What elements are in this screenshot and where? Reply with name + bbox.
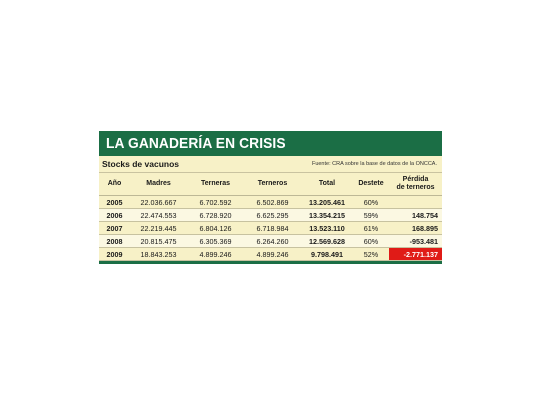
source-note: Fuente: CRA sobre la base de datos de la… — [311, 161, 437, 167]
cell-destete: 52% — [353, 247, 389, 261]
cell-madres: 18.843.253 — [130, 247, 187, 261]
cell-terneros: 6.718.984 — [244, 221, 301, 235]
cell-year: 2009 — [99, 247, 130, 261]
table-row: 2005 22.036.667 6.702.592 6.502.869 13.2… — [99, 195, 442, 209]
cell-terneros: 4.899.246 — [244, 247, 301, 261]
cell-terneras: 6.804.126 — [187, 221, 244, 235]
cell-total: 13.205.461 — [301, 195, 353, 209]
cell-perdida — [389, 195, 442, 209]
cell-madres: 22.036.667 — [130, 195, 187, 209]
cell-total: 13.354.215 — [301, 208, 353, 222]
table-subtitle: Stocks de vacunos — [102, 159, 180, 169]
cell-terneras: 6.305.369 — [187, 234, 244, 248]
cell-terneros: 6.264.260 — [244, 234, 301, 248]
cell-destete: 60% — [353, 195, 389, 209]
cell-destete: 59% — [353, 208, 389, 222]
table-row: 2008 20.815.475 6.305.369 6.264.260 12.5… — [99, 234, 442, 248]
header-terneros: Terneros — [244, 173, 301, 196]
cell-perdida: 168.895 — [389, 221, 442, 235]
table-header-row: Año Madres Terneras Terneros Total Deste… — [99, 173, 442, 196]
header-destete: Destete — [353, 173, 389, 196]
cell-total: 9.798.491 — [301, 247, 353, 261]
header-terneras: Terneras — [187, 173, 244, 196]
cell-perdida: 148.754 — [389, 208, 442, 222]
header-perdida-line2: de terneros — [396, 184, 435, 191]
cell-perdida: -953.481 — [389, 234, 442, 248]
header-total: Total — [301, 173, 353, 196]
cell-year: 2005 — [99, 195, 130, 209]
cell-madres: 20.815.475 — [130, 234, 187, 248]
cell-destete: 61% — [353, 221, 389, 235]
table-row: 2007 22.219.445 6.804.126 6.718.984 13.5… — [99, 221, 442, 235]
cell-perdida-highlight: -2.771.137 — [389, 247, 442, 261]
cell-terneros: 6.502.869 — [244, 195, 301, 209]
bottom-rule — [99, 261, 442, 264]
cell-destete: 60% — [353, 234, 389, 248]
stocks-table: Año Madres Terneras Terneros Total Deste… — [99, 173, 442, 261]
cell-year: 2008 — [99, 234, 130, 248]
title-bar: LA GANADERÍA EN CRISIS — [99, 131, 442, 156]
header-madres: Madres — [130, 173, 187, 196]
table-row: 2006 22.474.553 6.728.920 6.625.295 13.3… — [99, 208, 442, 222]
cell-year: 2007 — [99, 221, 130, 235]
header-perdida-line1: Pérdida — [402, 176, 429, 183]
cell-terneros: 6.625.295 — [244, 208, 301, 222]
cell-terneras: 6.702.592 — [187, 195, 244, 209]
table-row: 2009 18.843.253 4.899.246 4.899.246 9.79… — [99, 247, 442, 261]
infographic-card: LA GANADERÍA EN CRISIS Stocks de vacunos… — [99, 131, 442, 264]
header-perdida: Pérdida de terneros — [389, 173, 442, 196]
cell-madres: 22.474.553 — [130, 208, 187, 222]
cell-terneras: 6.728.920 — [187, 208, 244, 222]
cell-total: 13.523.110 — [301, 221, 353, 235]
page-title: LA GANADERÍA EN CRISIS — [106, 135, 286, 152]
header-year: Año — [99, 173, 130, 196]
cell-madres: 22.219.445 — [130, 221, 187, 235]
subtitle-bar: Stocks de vacunos Fuente: CRA sobre la b… — [99, 156, 442, 173]
cell-total: 12.569.628 — [301, 234, 353, 248]
cell-year: 2006 — [99, 208, 130, 222]
cell-terneras: 4.899.246 — [187, 247, 244, 261]
